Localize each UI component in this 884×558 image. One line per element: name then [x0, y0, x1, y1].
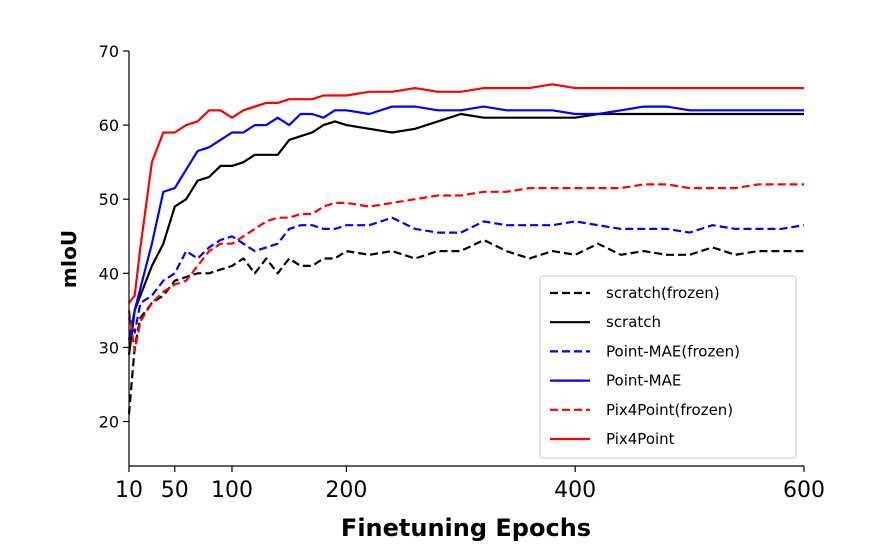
legend-label-5: Pix4Point	[606, 430, 675, 448]
x-tick-label: 600	[783, 478, 825, 503]
legend-label-3: Point-MAE	[606, 372, 681, 390]
series-line-2	[127, 216, 805, 334]
legend-box	[539, 275, 797, 459]
series-line-5	[128, 83, 804, 304]
series-line-4	[127, 183, 804, 353]
legend-label-2: Point-MAE(frozen)	[606, 342, 740, 360]
x-tick-label: 10	[115, 478, 143, 503]
legend-label-0: scratch(frozen)	[606, 284, 720, 302]
y-tick-label: 50	[99, 190, 119, 209]
plot-area	[127, 83, 805, 415]
x-tick-label: 400	[554, 478, 596, 503]
series-line-0	[127, 238, 804, 415]
legend-label-1: scratch	[606, 313, 661, 331]
y-tick-label: 20	[99, 413, 119, 432]
y-tick-label: 40	[99, 264, 119, 283]
legend: scratch(frozen) scratch Point-MAE(frozen) P…	[539, 275, 797, 459]
x-tick-label: 50	[161, 478, 189, 503]
tick-marks: 10 50 100 200 400 600 20 30 40 50 60 70	[99, 42, 825, 503]
x-tick-label: 100	[211, 478, 253, 503]
y-tick-label: 30	[99, 338, 119, 357]
y-tick-label: 70	[99, 42, 119, 61]
y-axis-label: mIoU	[57, 230, 81, 288]
x-axis-label: Finetuning Epochs	[341, 514, 591, 542]
x-tick-label: 200	[325, 478, 367, 503]
legend-label-4: Pix4Point(frozen)	[606, 401, 733, 419]
y-tick-label: 60	[99, 116, 119, 135]
series-line-1	[127, 112, 804, 355]
axes	[128, 51, 804, 467]
series-line-3	[127, 105, 804, 341]
